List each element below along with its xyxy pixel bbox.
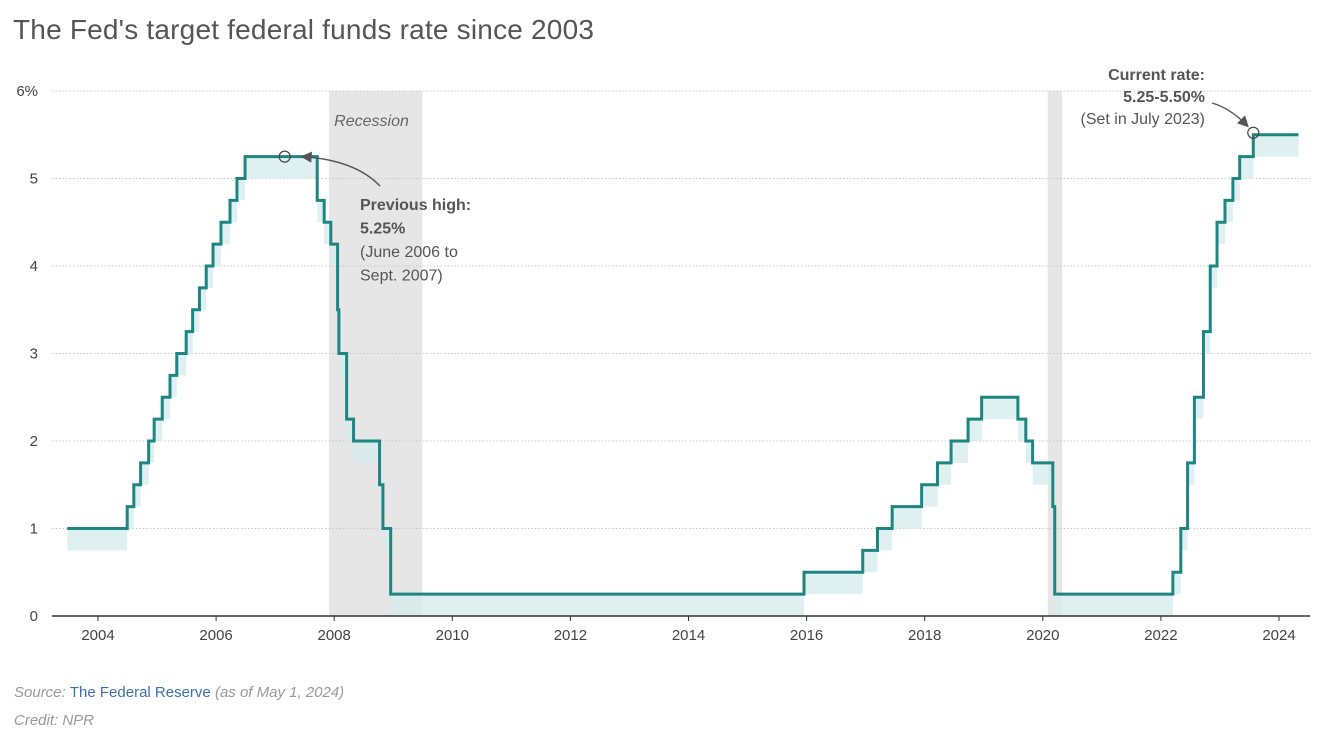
previous-high-label: 5.25% — [360, 221, 405, 238]
previous-high-label: Previous high: — [360, 197, 471, 214]
band-segment — [148, 441, 155, 463]
band-segment — [921, 484, 938, 507]
x-tick-label: 2008 — [318, 627, 351, 644]
current-rate-label: 5.25-5.50% — [1123, 89, 1205, 106]
y-tick-label: 6% — [16, 83, 38, 100]
band-segment — [176, 353, 187, 376]
band-segment — [1239, 156, 1254, 179]
band-segment — [330, 244, 338, 266]
y-tick-label: 0 — [30, 608, 38, 625]
band-segment — [1194, 397, 1204, 420]
previous-high-label: Sept. 2007) — [360, 268, 443, 285]
y-axis-labels: 0 1 2 3 4 5 6% — [16, 83, 38, 625]
source-link[interactable]: The Federal Reserve — [69, 684, 211, 701]
band-segment — [154, 419, 163, 441]
band-segment — [1217, 222, 1225, 245]
band-segment — [1025, 441, 1033, 463]
x-tick-label: 2020 — [1026, 627, 1059, 644]
band-segment — [230, 200, 237, 223]
source-prefix: Source: — [14, 684, 66, 701]
band-segment — [140, 462, 149, 485]
band-segment — [186, 331, 193, 354]
y-tick-label: 1 — [30, 521, 38, 538]
band-segment — [1172, 572, 1181, 595]
band-segment — [1054, 594, 1173, 616]
y-tick-label: 2 — [30, 433, 38, 450]
band-segment — [236, 178, 246, 201]
band-segment — [127, 506, 134, 529]
band-segment — [937, 462, 952, 485]
x-tick-label: 2010 — [436, 627, 469, 644]
x-tick-label: 2014 — [672, 627, 705, 644]
x-tick-label: 2016 — [790, 627, 823, 644]
band-segment — [192, 309, 200, 332]
current-rate-arrow — [1211, 102, 1249, 128]
band-segment — [1224, 200, 1233, 223]
rate-range-band — [67, 134, 1299, 616]
band-segment — [324, 222, 331, 245]
band-segment — [390, 594, 805, 616]
y-tick-label: 4 — [30, 258, 38, 275]
x-tick-label: 2004 — [81, 627, 114, 644]
band-segment — [382, 528, 391, 551]
band-segment — [981, 397, 1018, 420]
band-segment — [206, 266, 214, 288]
band-segment — [1232, 178, 1240, 201]
band-segment — [353, 441, 380, 463]
band-segment — [220, 222, 231, 245]
annotations: Previous high: 5.25% (June 2006 to Sept. 20… — [278, 67, 1260, 285]
band-segment — [1203, 331, 1211, 354]
x-tick-label: 2024 — [1262, 627, 1295, 644]
source-note: Source: The Federal Reserve (as of May 1… — [14, 684, 344, 701]
band-segment — [317, 200, 325, 223]
current-rate-label: (Set in July 2023) — [1080, 111, 1205, 128]
rate-line-series — [67, 133, 1299, 596]
band-segment — [1210, 266, 1218, 288]
current-rate-marker — [1247, 126, 1260, 139]
x-tick-label: 2006 — [199, 627, 232, 644]
band-segment — [213, 244, 221, 266]
band-segment — [862, 550, 878, 573]
band-segment — [67, 528, 128, 551]
y-tick-label: 3 — [30, 346, 38, 363]
previous-high-marker — [278, 150, 291, 163]
x-tick-label: 2012 — [554, 627, 587, 644]
band-segment — [968, 419, 982, 441]
chart-title: The Fed's target federal funds rate sinc… — [13, 14, 595, 45]
credit-note: Credit: NPR — [14, 712, 95, 729]
rate-line — [67, 133, 1299, 596]
band-segment — [877, 528, 893, 551]
current-rate-label: Current rate: — [1108, 67, 1205, 84]
band-segment — [162, 397, 170, 420]
y-tick-label: 5 — [30, 171, 38, 188]
band-segment — [245, 156, 318, 179]
band-segment — [1017, 419, 1026, 441]
band-segment — [1032, 462, 1053, 485]
x-axis-labels: 2004 2006 2008 2010 2012 2014 2016 2018 2020 2022… — [81, 616, 1296, 644]
x-tick-label: 2022 — [1144, 627, 1177, 644]
band-segment — [1253, 134, 1299, 157]
recession-label: Recession — [334, 113, 409, 130]
band-segment — [951, 441, 969, 463]
band-segment — [346, 419, 354, 441]
band-segment — [1187, 462, 1195, 485]
band-segment — [169, 375, 177, 398]
band-segment — [133, 484, 141, 507]
band-segment — [199, 287, 207, 310]
band-segment — [804, 572, 863, 595]
gridlines — [52, 90, 1310, 529]
previous-high-label: (June 2006 to — [360, 244, 458, 261]
band-segment — [1180, 528, 1188, 551]
band-segment — [892, 506, 922, 529]
x-tick-label: 2018 — [908, 627, 941, 644]
previous-high-arrow — [300, 151, 381, 187]
band-segment — [338, 353, 347, 376]
band-segment — [379, 484, 383, 507]
source-suffix: (as of May 1, 2024) — [214, 684, 345, 701]
